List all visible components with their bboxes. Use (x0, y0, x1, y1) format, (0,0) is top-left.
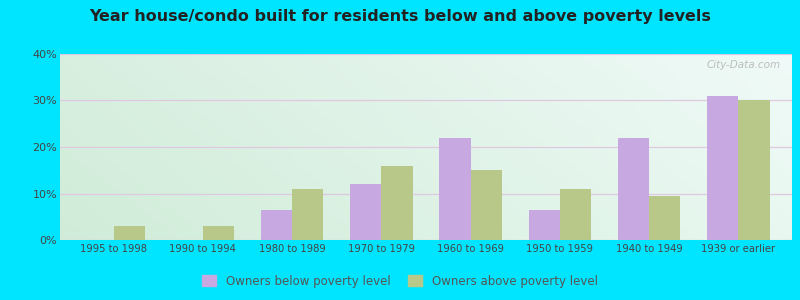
Bar (292, 189, 323, 240)
Bar (529, 210, 560, 240)
Legend: Owners below poverty level, Owners above poverty level: Owners below poverty level, Owners above… (198, 271, 602, 291)
Bar (649, 196, 681, 240)
Bar (439, 138, 470, 240)
Bar (350, 184, 382, 240)
Text: City-Data.com: City-Data.com (707, 60, 781, 70)
Bar (261, 210, 292, 240)
Bar (382, 166, 413, 240)
Bar (560, 189, 591, 240)
Bar (618, 138, 649, 240)
Text: Year house/condo built for residents below and above poverty levels: Year house/condo built for residents bel… (89, 9, 711, 24)
Bar (203, 226, 234, 240)
Bar (470, 170, 502, 240)
Bar (738, 100, 770, 240)
Bar (707, 96, 738, 240)
Bar (114, 226, 145, 240)
